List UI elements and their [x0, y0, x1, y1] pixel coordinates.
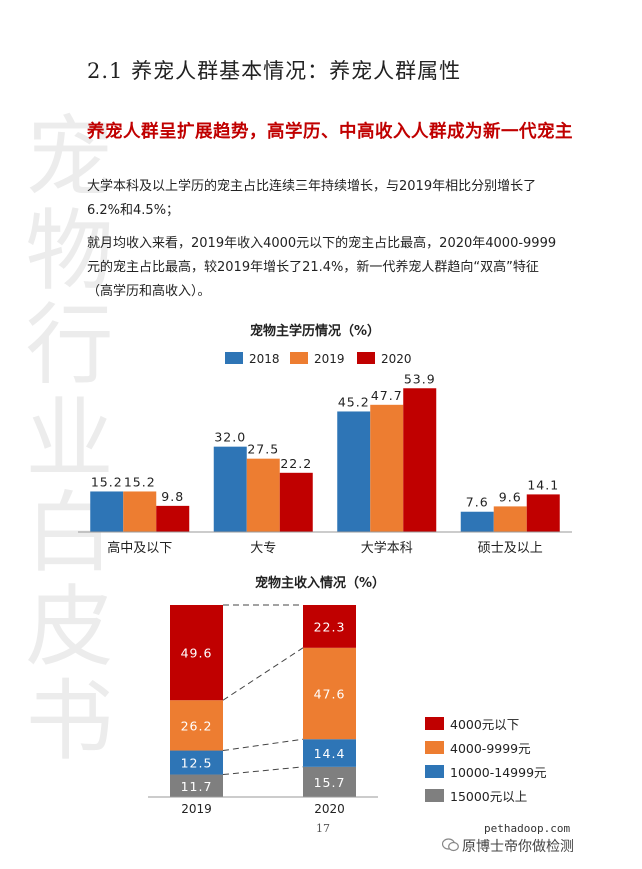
wechat-icon: [442, 838, 459, 852]
stack-seg-10000-14999元-2020: [303, 739, 356, 767]
stack-seg-15000元以上-2019: [170, 774, 223, 797]
footer-account: 原博士帝你做检测: [462, 839, 574, 855]
legend-label: 15000元以上: [450, 789, 527, 804]
education-chart: 2018 2019 2020 15.2 15.2 9.8 高中及以下 32.027.522.2…: [78, 352, 572, 556]
stack-seg-15000元以上-2020: [303, 766, 356, 797]
legend-swatch-2018: [225, 352, 243, 364]
bar-value-label: 7.6: [466, 495, 489, 510]
category-label: 硕士及以上: [478, 541, 543, 556]
category-label: 高中及以下: [107, 540, 172, 556]
education-chart-title: 宠物主学历情况（%）: [250, 324, 381, 339]
bar-2020-2: [403, 388, 437, 532]
bar-value-label: 45.2: [338, 394, 370, 409]
bar-value-label: 32.0: [214, 430, 246, 445]
connector-line: [222, 738, 304, 752]
bar-value-label: 15.2: [124, 474, 156, 489]
section-title: 2.1 养宠人群基本情况：养宠人群属性: [87, 59, 462, 83]
category-label: 2019: [181, 802, 212, 816]
paragraph-income: 就月均收入来看，2019年收入4000元以下的宠主占比最高，2020年4000-…: [87, 236, 557, 299]
bar-2018-1: [213, 446, 247, 532]
legend-label: 10000-14999元: [450, 765, 547, 780]
stack-value-label: 12.5: [181, 756, 213, 771]
bar-value-label: 9.6: [499, 489, 522, 504]
stack-value-label: 15.7: [314, 775, 346, 790]
category-label: 大专: [250, 541, 276, 556]
connector-line: [222, 647, 304, 701]
stack-value-label: 49.6: [181, 646, 213, 661]
bar-value-label: 14.1: [527, 477, 559, 492]
stack-seg-10000-14999元-2019: [170, 750, 223, 775]
income-chart-title: 宠物主收入情况（%）: [255, 576, 386, 591]
income-chart: 11.7 12.5 26.2 49.6 2019 15.7 14.4 47.6 22.3 2020…: [148, 604, 547, 816]
bar-2020-0: [156, 505, 190, 532]
stack-seg-4000-9999元-2019: [170, 700, 223, 751]
legend-swatch: [425, 765, 444, 778]
legend-swatch: [425, 741, 444, 754]
bar-2020-3: [526, 494, 560, 532]
bar-value-label: 9.8: [161, 489, 184, 504]
bar-2019-3: [493, 506, 527, 532]
stack-value-label: 47.6: [314, 687, 346, 702]
bar-value-label: 27.5: [247, 442, 279, 457]
page-number: 17: [316, 822, 330, 835]
legend-label-2020: 2020: [381, 352, 412, 366]
category-label: 大学本科: [361, 540, 413, 556]
legend-label-2018: 2018: [249, 352, 280, 366]
category-label: 2020: [314, 802, 345, 816]
watermark-text: 宠物行业白皮书: [11, 110, 114, 768]
stack-value-label: 14.4: [314, 746, 346, 761]
stack-seg-4000元以下-2019: [170, 605, 223, 701]
bar-2020-1: [279, 472, 313, 532]
stack-seg-4000元以下-2020: [303, 605, 356, 648]
legend-swatch: [425, 717, 444, 730]
connector-line: [222, 766, 304, 776]
stack-value-label: 22.3: [314, 619, 346, 634]
footer-site: pethadoop.com: [484, 822, 571, 835]
legend-swatch-2020: [357, 352, 375, 364]
bar-value-label: 53.9: [404, 371, 436, 386]
bar-2018-3: [460, 511, 494, 532]
headline: 养宠人群呈扩展趋势，高学历、中高收入人群成为新一代宠主: [87, 122, 573, 142]
bar-value-label: 22.2: [280, 456, 312, 471]
bar-2018-0: [90, 491, 124, 532]
bar-value-label: 15.2: [91, 474, 123, 489]
legend-label-2019: 2019: [314, 352, 345, 366]
paragraph-education: 大学本科及以上学历的宠主占比连续三年持续增长，与2019年相比分别增长了6.2%…: [87, 179, 537, 218]
bar-2019-1: [246, 458, 280, 532]
bar-value-label: 47.7: [371, 388, 403, 403]
bar-2019-0: [123, 491, 157, 532]
bar-2018-2: [337, 411, 371, 532]
legend-label: 4000元以下: [450, 717, 519, 732]
legend-swatch: [425, 789, 444, 802]
stack-seg-4000-9999元-2020: [303, 647, 356, 740]
bar-2019-2: [370, 404, 404, 532]
legend-swatch-2019: [290, 352, 308, 364]
stack-value-label: 26.2: [181, 718, 213, 733]
stack-value-label: 11.7: [181, 779, 213, 794]
legend-label: 4000-9999元: [450, 741, 531, 756]
